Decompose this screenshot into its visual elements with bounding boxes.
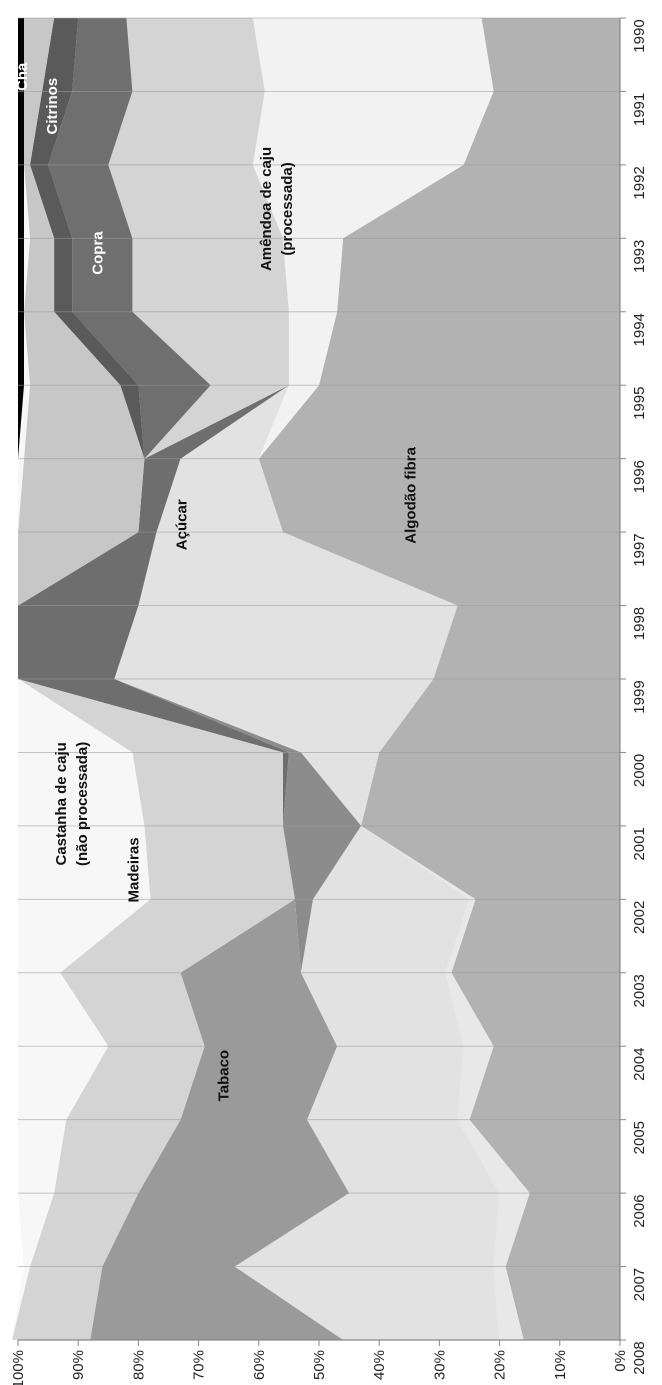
value-tick-label: 100% — [10, 1350, 27, 1385]
area-series-1 — [258, 18, 530, 1340]
value-tick-label: 80% — [130, 1350, 147, 1380]
category-tick-label: 2004 — [631, 1048, 648, 1081]
category-tick-label: 1992 — [631, 166, 648, 199]
series-label: Castanha de caju — [53, 742, 70, 865]
series-labels: Algodão fibra Amêndoa de caju (processada)… — [14, 62, 419, 1101]
category-tick-label: 2001 — [631, 827, 648, 860]
value-tick-label: 30% — [431, 1350, 448, 1380]
area-series-2 — [252, 18, 500, 1340]
category-tick-label: 2006 — [631, 1194, 648, 1227]
area-series-7 — [12, 18, 295, 1340]
category-tick-label: 2002 — [631, 901, 648, 934]
series-label: Chá — [14, 62, 31, 91]
series-label: (não processada) — [74, 742, 91, 866]
series-label: Tabaco — [216, 1050, 233, 1101]
category-tick-label: 1999 — [631, 680, 648, 713]
value-tick-label: 0% — [612, 1350, 629, 1372]
value-tick-label: 40% — [371, 1350, 388, 1380]
area-series-10 — [12, 18, 151, 1340]
category-tick-label: 1996 — [631, 460, 648, 493]
series-label: (processada) — [279, 162, 296, 255]
value-tick-label: 90% — [70, 1350, 87, 1380]
category-tick-label: 2000 — [631, 754, 648, 787]
axes: 0% 10% 20% 30% 40% 50% 60% 70% 80% 90% 100% 1990 199… — [10, 17, 648, 1385]
area-series-5 — [90, 18, 350, 1340]
category-tick-label: 2007 — [631, 1268, 648, 1301]
category-tick-label: 1990 — [631, 19, 648, 52]
category-tick-label: 1995 — [631, 387, 648, 420]
area-series-12 — [12, 18, 24, 1340]
category-tick-label: 1994 — [631, 313, 648, 346]
value-tick-label: 20% — [492, 1350, 509, 1380]
area-series-8 — [12, 18, 211, 1340]
category-tick-label: 1993 — [631, 240, 648, 273]
category-tick-label: 1998 — [631, 607, 648, 640]
value-tick-label: 70% — [191, 1350, 208, 1380]
series-label: Madeiras — [125, 837, 142, 902]
category-tick-label: 2003 — [631, 974, 648, 1007]
area-series-11 — [12, 18, 151, 1340]
category-tick-label: 2005 — [631, 1121, 648, 1154]
series-label: Açúcar — [174, 499, 191, 550]
value-tick-label: 60% — [251, 1350, 268, 1380]
category-tick-label: 1991 — [631, 93, 648, 126]
value-tick-label: 10% — [552, 1350, 569, 1380]
category-tick-label: 2008 — [631, 1341, 648, 1374]
category-tick-label: 1997 — [631, 533, 648, 566]
value-tick-label: 50% — [311, 1350, 328, 1380]
gridlines — [18, 17, 620, 1341]
series-label: Amêndoa de caju — [258, 147, 275, 271]
series-label: Citrinos — [44, 78, 61, 135]
series-label: Algodão fibra — [402, 446, 419, 543]
series-label: Copra — [89, 231, 106, 275]
